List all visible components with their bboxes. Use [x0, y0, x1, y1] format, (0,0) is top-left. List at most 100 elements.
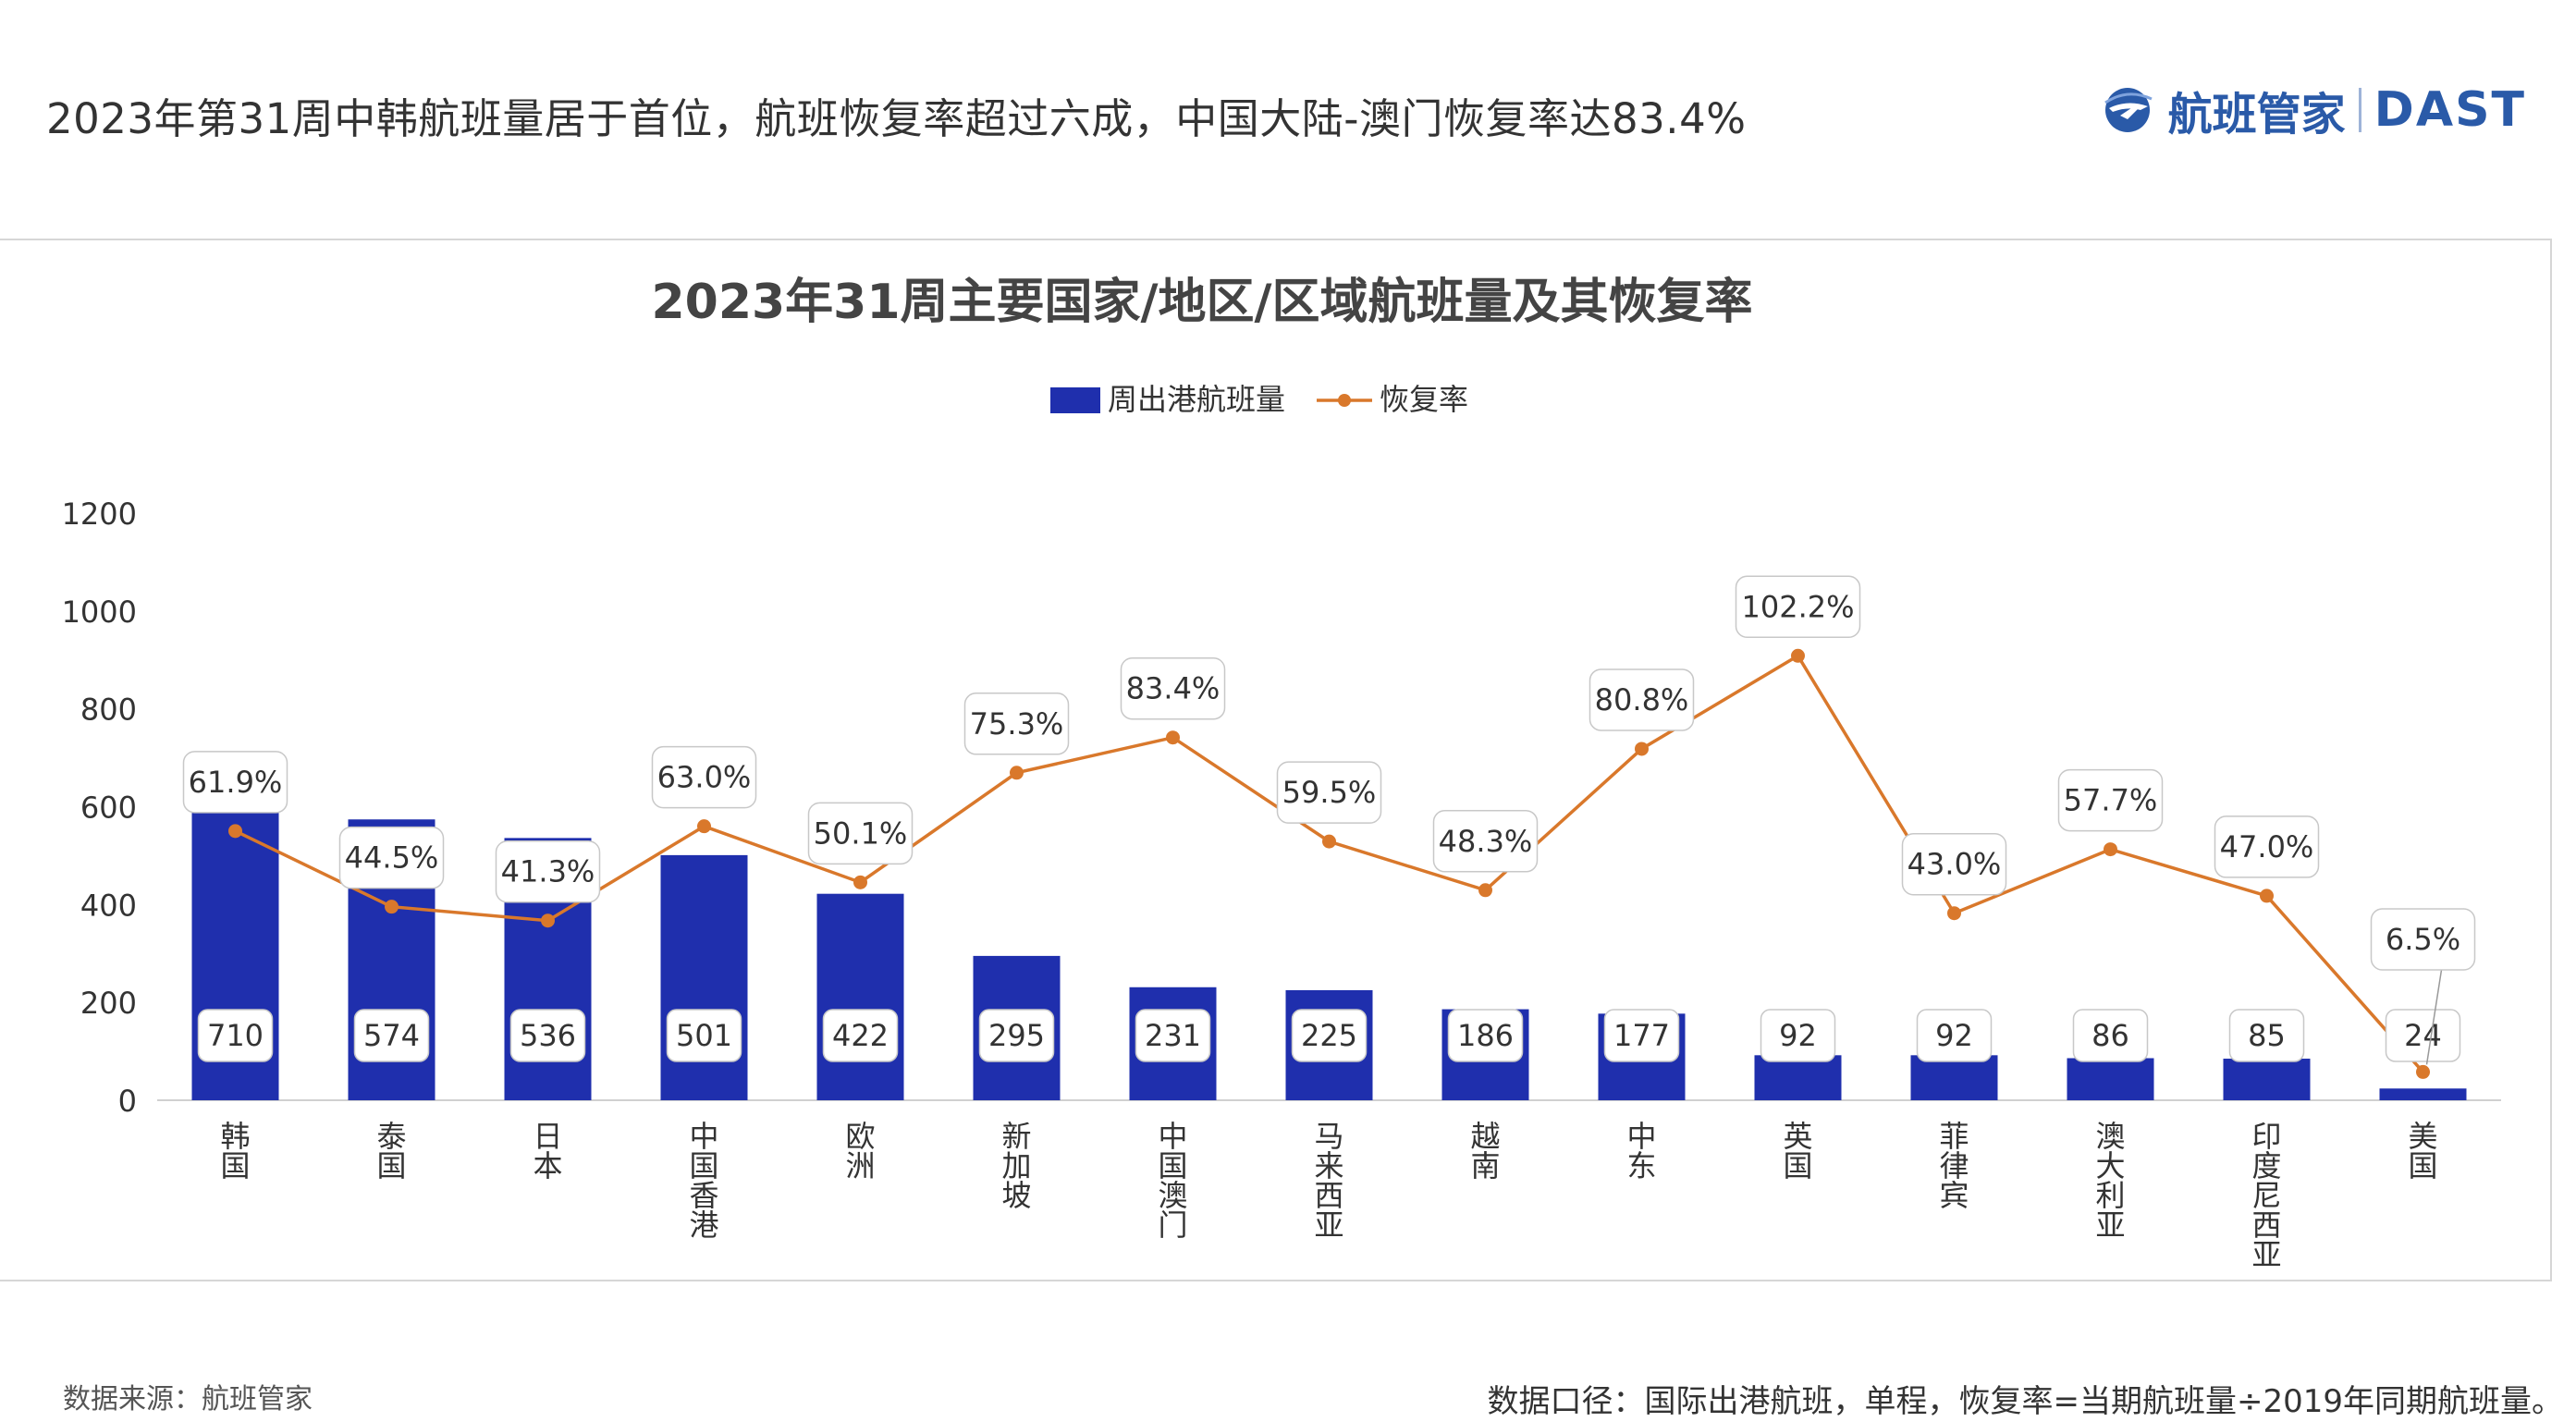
brand-logo: 航班管家 DAST [2100, 78, 2526, 142]
legend-marker-rate [1338, 394, 1351, 407]
rate-point [1322, 834, 1336, 849]
rate-label-box [1901, 832, 2007, 896]
bar-value-label-box [1291, 1009, 1368, 1062]
rate-label-leader [2425, 969, 2443, 1065]
rate-label: 6.5% [2386, 922, 2460, 957]
bar-value-label-box [2385, 1009, 2461, 1062]
bar [1754, 1055, 1842, 1100]
rate-label-box [2370, 908, 2476, 971]
rate-point [2104, 842, 2117, 857]
bar-value-label: 710 [207, 1018, 264, 1053]
bar [1910, 1055, 1998, 1100]
rate-point [697, 819, 711, 834]
rate-label: 43.0% [1907, 847, 2002, 882]
rate-point [1635, 742, 1649, 756]
bar [2379, 1088, 2467, 1100]
y-tick-label: 200 [80, 986, 137, 1021]
rate-label-box [182, 751, 288, 814]
x-tick-label: 泰国 [376, 1119, 406, 1183]
legend-swatch-bars [1050, 387, 1100, 413]
rate-label-box [1735, 575, 1861, 639]
rate-point [1791, 648, 1805, 663]
x-tick-label: 新加坡 [1001, 1119, 1031, 1213]
rate-label: 47.0% [2220, 829, 2314, 864]
rate-point [541, 913, 555, 928]
rate-point [1947, 906, 1961, 921]
bar [660, 854, 748, 1100]
x-tick-label: 中国澳门 [1158, 1119, 1187, 1243]
rate-label-box [651, 745, 757, 809]
rate-label-box [495, 840, 601, 903]
y-tick-label: 1000 [62, 595, 137, 630]
bar-value-label-box [1135, 1009, 1211, 1062]
bar-value-label: 92 [1935, 1018, 1973, 1053]
y-tick-label: 400 [80, 888, 137, 923]
rate-label-box [807, 802, 914, 865]
x-tick-label: 菲律宾 [1939, 1119, 1969, 1213]
bar-value-label-box [666, 1009, 742, 1062]
y-tick-label: 800 [80, 693, 137, 728]
rate-label: 83.4% [1126, 671, 1221, 706]
bar-value-label: 501 [676, 1018, 732, 1053]
bar-value-label-box [978, 1009, 1055, 1062]
rate-label-box [338, 826, 445, 889]
rate-label: 57.7% [2064, 783, 2158, 818]
bar-value-label: 24 [2404, 1018, 2442, 1053]
rate-label-box [1589, 668, 1695, 731]
bar-value-label: 536 [520, 1018, 576, 1053]
x-tick-label: 印度尼西亚 [2251, 1119, 2281, 1272]
bar-value-label: 86 [2091, 1018, 2129, 1053]
brand-name-en: DAST [2374, 82, 2526, 138]
bar-value-label-box [1447, 1009, 1524, 1062]
x-tick-label: 澳大利亚 [2095, 1119, 2125, 1243]
y-tick-label: 0 [118, 1084, 137, 1119]
rate-point [2416, 1064, 2430, 1079]
x-tick-label: 中国香港 [689, 1119, 718, 1243]
x-tick-label: 欧洲 [845, 1119, 875, 1183]
rate-label-box [2057, 768, 2164, 832]
bar-value-label-box [822, 1009, 899, 1062]
x-tick-label: 英国 [1783, 1119, 1812, 1183]
legend-label-bars: 周出港航班量 [1108, 382, 1285, 417]
rate-label: 75.3% [970, 706, 1064, 742]
bar-value-label-box [1916, 1009, 1993, 1062]
chart-title: 2023年31周主要国家/地区/区域航班量及其恢复率 [651, 275, 1752, 330]
rate-point [1166, 730, 1180, 745]
data-source: 数据来源：航班管家 [63, 1383, 313, 1416]
rate-label: 61.9% [189, 765, 283, 800]
bar-value-label: 177 [1613, 1018, 1670, 1053]
page-headline: 2023年第31周中韩航班量居于首位，航班恢复率超过六成，中国大陆-澳门恢复率达… [46, 94, 1747, 143]
bar [816, 893, 904, 1100]
x-tick-label: 马来西亚 [1314, 1119, 1343, 1243]
rate-label: 44.5% [345, 840, 439, 876]
rate-label-box [1432, 810, 1539, 873]
rate-label-box [2214, 815, 2320, 878]
rate-label-box [1120, 656, 1226, 720]
rate-label: 59.5% [1282, 775, 1377, 810]
bar-value-label-box [1603, 1009, 1680, 1062]
rate-point [228, 824, 242, 839]
bar-value-label: 186 [1457, 1018, 1514, 1053]
bar-value-label: 92 [1779, 1018, 1817, 1053]
rate-label: 50.1% [814, 815, 908, 851]
bar-value-label: 85 [2248, 1018, 2286, 1053]
rate-point [385, 900, 399, 914]
rate-label: 102.2% [1741, 589, 1854, 624]
rate-point [2260, 889, 2274, 903]
x-tick-label: 中东 [1626, 1119, 1656, 1183]
rate-label: 48.3% [1439, 824, 1533, 859]
bar-value-label: 574 [363, 1018, 420, 1053]
bar-value-label-box [2072, 1009, 2149, 1062]
y-tick-label: 1200 [62, 496, 137, 532]
rate-label: 80.8% [1595, 682, 1689, 717]
bar-value-label: 295 [988, 1018, 1045, 1053]
rate-label-box [1276, 761, 1382, 824]
bar-value-label-box [1760, 1009, 1836, 1062]
bar [2223, 1059, 2311, 1100]
x-tick-label: 韩国 [220, 1119, 250, 1183]
bar-value-label: 225 [1301, 1018, 1357, 1053]
brand-separator [2358, 88, 2361, 132]
x-tick-label: 美国 [2408, 1119, 2437, 1183]
brand-name: 航班管家 [2167, 89, 2346, 141]
